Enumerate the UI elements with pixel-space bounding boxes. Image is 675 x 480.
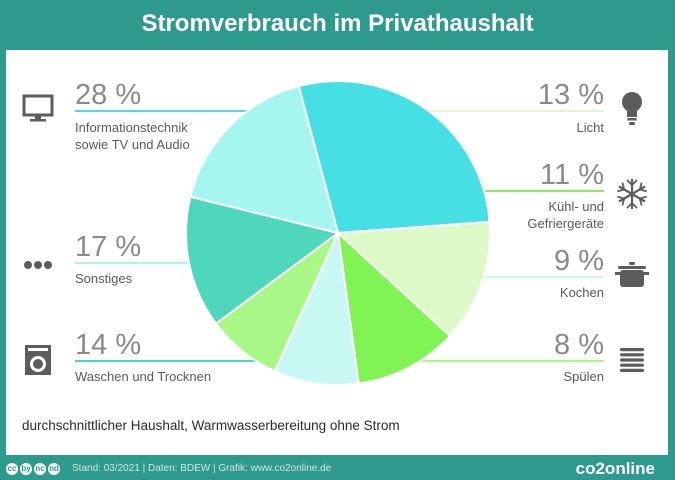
dish-plate	[620, 358, 644, 362]
slice-category-label: Licht	[577, 120, 605, 135]
dish-plate	[620, 363, 644, 367]
brand-logo: co2online	[575, 459, 655, 478]
machine-drum	[33, 359, 43, 369]
slice-category-label: Kühl- und	[548, 199, 604, 214]
pot-handle	[615, 272, 620, 275]
page-title: Stromverbrauch im Privathaushalt	[141, 10, 534, 37]
slice-percent-label: 11 %	[540, 159, 604, 191]
slice-percent-label: 28 %	[75, 79, 141, 111]
tv-stand	[35, 115, 41, 119]
tv-base	[30, 119, 46, 122]
snowflake-twig	[617, 188, 625, 193]
tv-screen	[22, 94, 54, 117]
slice-percent-label: 9 %	[554, 245, 604, 277]
dot	[44, 261, 52, 269]
bulb-glass	[622, 92, 642, 112]
dots-icon	[24, 261, 52, 269]
slice-category-label: Spülen	[564, 369, 604, 384]
cc-license-icon: cc	[6, 463, 18, 475]
machine-panel	[28, 348, 48, 351]
pie-slice	[335, 220, 491, 338]
tv-icon	[22, 94, 54, 122]
snowflake-twig	[626, 179, 633, 186]
snowflake-twig	[631, 179, 638, 186]
slice-category-label: Sonstiges	[75, 271, 133, 286]
snowflake-icon	[617, 179, 647, 209]
snowflake-twig	[621, 182, 626, 190]
bulb-tip	[629, 122, 635, 125]
pie-slice	[189, 84, 340, 235]
pot-icon	[615, 262, 649, 287]
slice-percent-label: 14 %	[75, 329, 141, 361]
slice-category-label: Waschen und Trocknen	[75, 369, 211, 384]
dish-plate	[620, 353, 644, 357]
dot	[34, 261, 42, 269]
snowflake-twig	[639, 188, 647, 193]
pot-lid	[618, 266, 646, 269]
slice-percent-label: 8 %	[554, 329, 604, 361]
slice-category-label: Gefriergeräte	[527, 216, 604, 231]
dish-plate	[620, 348, 644, 352]
cc-nc-icon: nc	[34, 463, 46, 475]
snowflake-twig	[626, 202, 633, 209]
dish-plate	[620, 368, 644, 372]
lightbulb-icon	[622, 92, 642, 125]
pie-slice	[185, 195, 341, 326]
snowflake-twig	[639, 195, 647, 200]
bulb-thread	[627, 118, 637, 121]
dot	[24, 261, 32, 269]
bulb-neck	[627, 110, 637, 117]
dish-stack-icon	[620, 348, 644, 372]
pie-slice	[336, 230, 452, 385]
snowflake-twig	[631, 202, 638, 209]
pot-handle	[644, 272, 649, 275]
pot-knob	[629, 262, 635, 265]
slice-category-label: Informationstechnik	[75, 120, 188, 135]
license-icons: cc by nc nd	[6, 463, 60, 475]
snowflake-twig	[617, 195, 625, 200]
pie-slice	[273, 229, 360, 386]
pie-slice	[297, 80, 491, 235]
footnote: durchschnittlicher Haushalt, Warmwasserb…	[22, 418, 400, 433]
snowflake-twig	[638, 198, 643, 206]
pot-body	[620, 270, 644, 287]
snowflake-twig	[638, 182, 643, 190]
washing-machine-icon	[25, 345, 51, 375]
slice-category-label: sowie TV und Audio	[75, 137, 190, 152]
snowflake-twig	[621, 198, 626, 206]
slice-percent-label: 13 %	[538, 79, 604, 111]
slice-percent-label: 17 %	[75, 231, 141, 263]
snowflake-arm	[617, 182, 647, 206]
slice-category-label: Kochen	[560, 285, 604, 300]
cc-nd-icon: nd	[48, 463, 60, 475]
cc-by-icon: by	[20, 463, 32, 475]
credits-text: Stand: 03/2021 | Daten: BDEW | Grafik: w…	[72, 463, 332, 474]
